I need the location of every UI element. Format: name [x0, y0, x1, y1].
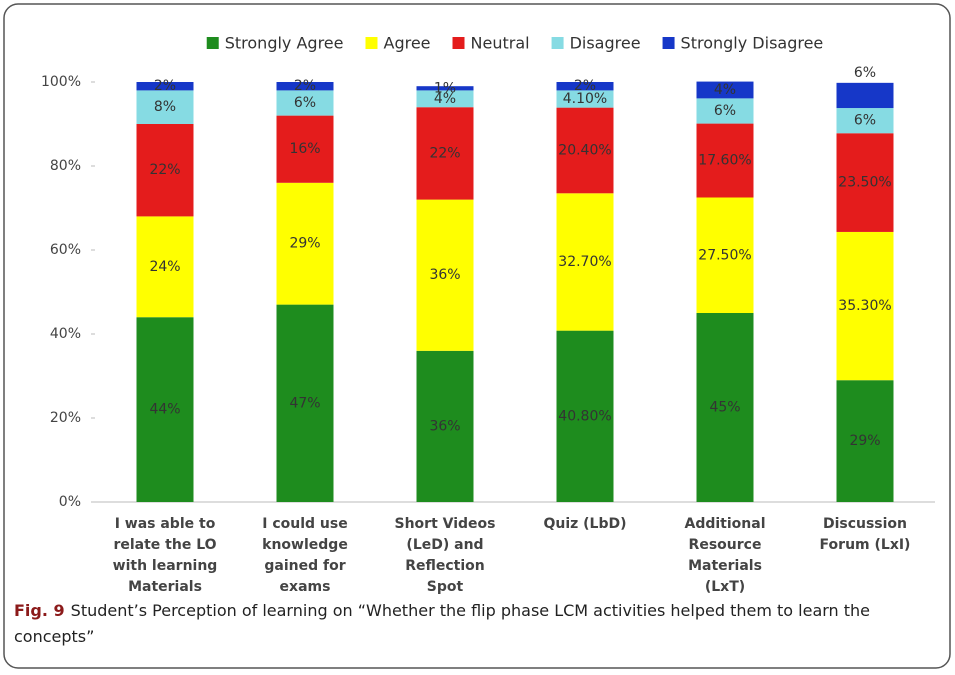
data-label: 40.80% — [558, 408, 611, 424]
legend-label: Neutral — [471, 34, 530, 53]
y-tick-label: 80% — [50, 158, 81, 174]
bar-segment — [836, 108, 894, 134]
bar-segment — [696, 123, 754, 198]
bar-segment — [556, 193, 614, 331]
data-label: 29% — [849, 433, 880, 449]
data-label: 22% — [429, 145, 460, 161]
x-tick-label: Discussion Forum (LxI) — [820, 516, 911, 553]
bar-segment — [136, 317, 194, 502]
legend-swatch — [206, 37, 219, 49]
data-label: 32.70% — [558, 254, 611, 270]
bar-segment — [696, 313, 754, 502]
bar-segment — [136, 124, 194, 217]
data-label: 20.40% — [558, 142, 611, 158]
y-tick-label: 100% — [41, 74, 81, 90]
x-tick-label: I could use knowledge gained for exams — [262, 516, 348, 595]
figure-border — [3, 3, 951, 669]
bar-segment — [416, 350, 474, 502]
bar-segment — [836, 231, 894, 381]
data-label: 35.30% — [838, 298, 891, 314]
bar-segment — [836, 82, 894, 109]
legend-label: Disagree — [570, 34, 641, 53]
data-label: 1% — [434, 80, 456, 96]
bar-segment — [416, 90, 474, 108]
data-label: 2% — [574, 78, 596, 94]
bar-segment — [556, 107, 614, 194]
y-tick-label: 20% — [50, 410, 81, 426]
bar-segment — [276, 90, 334, 116]
bar-segment — [696, 81, 754, 99]
data-label: 4% — [714, 82, 736, 98]
data-label: 6% — [294, 95, 316, 111]
bar-segment — [136, 216, 194, 318]
data-label: 36% — [429, 418, 460, 434]
bar-segment — [556, 330, 614, 502]
data-label: 23.50% — [838, 175, 891, 191]
bar-segment — [556, 82, 614, 91]
caption: Fig. 9 Student’s Perception of learning o… — [14, 601, 870, 646]
bar-segment — [276, 182, 334, 305]
x-tick-label: I was able to relate the LO with learning M… — [113, 516, 218, 595]
x-tick-label: Additional Resource Materials (LxT) — [685, 516, 766, 595]
bar-segment — [836, 133, 894, 232]
legend: Strongly Agree Agree Neutral Disagree Strong… — [206, 34, 824, 53]
caption-text: Student’s Perception of learning on “Whe… — [71, 601, 870, 620]
data-label: 27.50% — [698, 247, 751, 263]
x-tick-label: Quiz (LbD) — [543, 516, 626, 532]
y-tick-label: 60% — [50, 242, 81, 258]
legend-swatch — [452, 37, 465, 49]
bar-segment — [276, 304, 334, 502]
bar-segment — [416, 86, 474, 91]
data-label: 4% — [434, 91, 456, 107]
data-label: 16% — [289, 141, 320, 157]
legend-label: Strongly Agree — [225, 34, 344, 53]
data-label: 47% — [289, 395, 320, 411]
data-label: 17.60% — [698, 153, 751, 169]
legend-swatch — [365, 37, 378, 49]
data-label: 24% — [149, 259, 180, 275]
bar-segment — [136, 82, 194, 91]
data-label: 8% — [154, 99, 176, 115]
data-label: 2% — [294, 78, 316, 94]
bar-segment — [416, 199, 474, 351]
data-label: 45% — [709, 400, 740, 416]
data-label: 6% — [854, 65, 876, 81]
bar-segment — [696, 98, 754, 124]
bar-segment — [276, 82, 334, 91]
legend-swatch — [662, 37, 675, 49]
bar-segment — [556, 90, 614, 108]
data-label: 44% — [149, 402, 180, 418]
bar-segment — [416, 107, 474, 200]
bar-segment — [136, 90, 194, 124]
data-label: 29% — [289, 236, 320, 252]
caption-text-wrap: concepts” — [14, 627, 94, 646]
x-tick-label: Short Videos (LeD) and Reflection Spot — [395, 516, 496, 595]
data-label: 36% — [429, 267, 460, 283]
data-label: 2% — [154, 78, 176, 94]
data-label: 6% — [714, 103, 736, 119]
legend-swatch — [551, 37, 564, 49]
y-tick-label: 40% — [50, 326, 81, 342]
bar-segment — [836, 380, 894, 502]
data-label: 4.10% — [563, 91, 607, 107]
caption-label: Fig. 9 — [14, 601, 65, 620]
data-label: 6% — [854, 113, 876, 129]
legend-label: Strongly Disagree — [681, 34, 824, 53]
legend-label: Agree — [383, 34, 430, 53]
data-label: 22% — [149, 162, 180, 178]
y-tick-label: 0% — [59, 494, 81, 510]
bar-segment — [696, 197, 754, 313]
bar-segment — [276, 115, 334, 183]
